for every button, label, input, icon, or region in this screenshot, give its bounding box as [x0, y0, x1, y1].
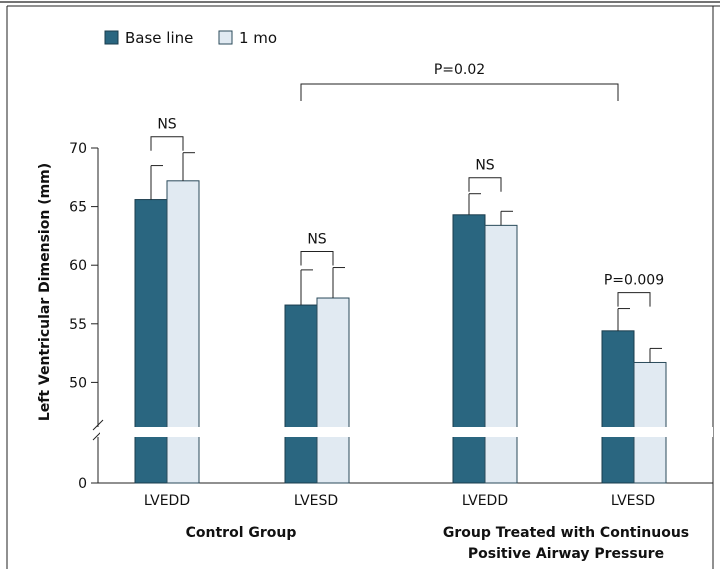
legend: Base line 1 mo — [104, 29, 277, 47]
y-tick-label: 0 — [78, 476, 87, 492]
pair-annotation: NS — [475, 158, 494, 174]
pair-annotation: NS — [157, 117, 176, 133]
pair-annotation: NS — [307, 232, 326, 248]
category-label: LVESD — [611, 493, 655, 509]
pair-annotation: P=0.009 — [604, 273, 664, 289]
bar-baseline — [452, 214, 486, 484]
y-axis-title: Left Ventricular Dimension (mm) — [37, 163, 53, 421]
legend-label-base-line: Base line — [125, 29, 193, 47]
pair-bracket — [300, 251, 334, 266]
y-tick-label: 70 — [69, 141, 87, 157]
bar-baseline — [284, 304, 318, 484]
legend-swatch-1-mo — [218, 30, 233, 45]
category-label: LVEDD — [144, 493, 190, 509]
error-bars — [150, 152, 662, 363]
group-label-control: Control Group — [186, 525, 297, 541]
y-ticks: 70 65 60 55 50 0 — [69, 141, 98, 492]
bars — [134, 180, 667, 484]
y-tick-label: 50 — [69, 375, 87, 391]
y-tick-label: 65 — [69, 200, 87, 216]
significance-brackets: NS NS NS P=0.009 P=0.02 — [150, 62, 664, 307]
y-tick-label: 60 — [69, 258, 87, 274]
group-label-cpap-line-2: Positive Airway Pressure — [468, 546, 664, 562]
pair-bracket — [150, 136, 184, 151]
pair-bracket — [468, 177, 502, 192]
y-axis-break-mark-1 — [92, 419, 104, 431]
legend-swatch-base-line — [104, 30, 119, 45]
bar-1mo — [633, 361, 667, 484]
category-label: LVEDD — [462, 493, 508, 509]
group-label-cpap-line-1: Group Treated with Continuous — [443, 525, 689, 541]
overall-bracket — [300, 83, 619, 101]
overall-annotation: P=0.02 — [434, 62, 485, 78]
category-label: LVESD — [294, 493, 338, 509]
bar-1mo — [484, 224, 518, 484]
bar-1mo — [316, 297, 350, 484]
y-tick-label: 55 — [69, 317, 87, 333]
bar-baseline — [601, 330, 635, 484]
bar-1mo — [166, 180, 200, 484]
axis-break-gap — [100, 427, 713, 437]
bar-baseline — [134, 199, 168, 484]
pair-bracket — [617, 292, 651, 307]
legend-label-1-mo: 1 mo — [239, 29, 277, 47]
